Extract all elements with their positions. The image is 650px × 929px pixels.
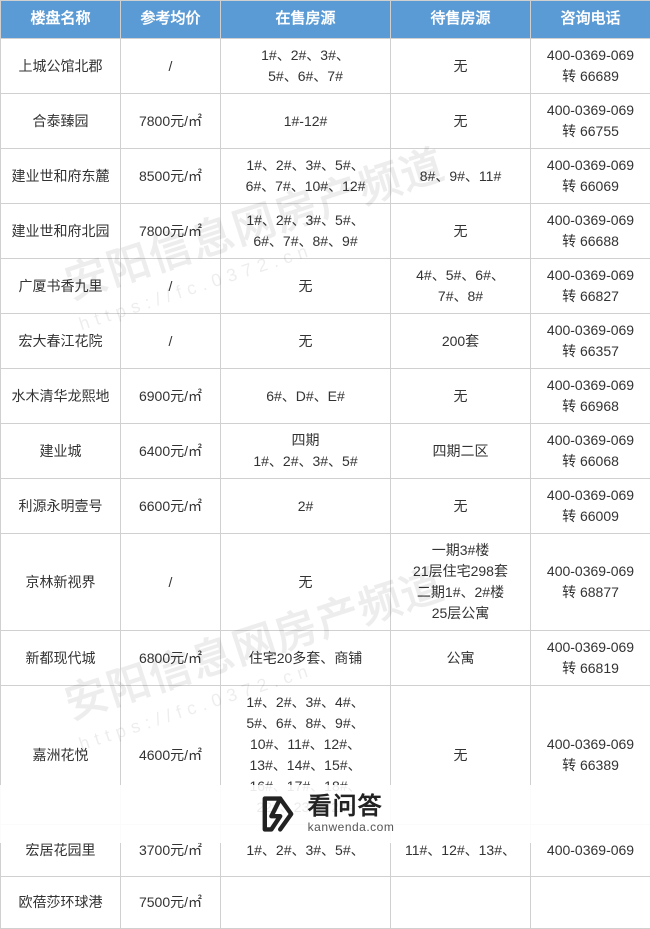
table-row: 京林新视界/无一期3#楼21层住宅298套二期1#、2#楼25层公寓400-03… xyxy=(1,534,650,631)
cell-pending: 公寓 xyxy=(391,631,531,686)
cell-price: 6400元/㎡ xyxy=(121,424,221,479)
cell-price: / xyxy=(121,314,221,369)
cell-on_sale: 住宅20多套、商铺 xyxy=(221,631,391,686)
cell-pending: 无 xyxy=(391,204,531,259)
col-header-pending: 待售房源 xyxy=(391,1,531,39)
cell-on_sale: 无 xyxy=(221,314,391,369)
cell-phone: 400-0369-069转 66827 xyxy=(531,259,650,314)
table-header-row: 楼盘名称 参考均价 在售房源 待售房源 咨询电话 xyxy=(1,1,650,39)
cell-name: 新都现代城 xyxy=(1,631,121,686)
cell-price: 7800元/㎡ xyxy=(121,204,221,259)
cell-pending: 无 xyxy=(391,39,531,94)
cell-phone: 400-0369-069转 66069 xyxy=(531,149,650,204)
cell-name: 建业世和府东麓 xyxy=(1,149,121,204)
col-header-onsale: 在售房源 xyxy=(221,1,391,39)
cell-on_sale: 1#、2#、3#、5#、6#、7# xyxy=(221,39,391,94)
table-row: 新都现代城6800元/㎡住宅20多套、商铺公寓400-0369-069转 668… xyxy=(1,631,650,686)
cell-name: 建业城 xyxy=(1,424,121,479)
cell-on_sale: 1#、2#、3#、5#、6#、7#、10#、12# xyxy=(221,149,391,204)
cell-name: 欧蓓莎环球港 xyxy=(1,877,121,929)
cell-price: / xyxy=(121,534,221,631)
cell-name: 利源永明壹号 xyxy=(1,479,121,534)
cell-on_sale: 无 xyxy=(221,534,391,631)
cell-phone: 400-0369-069转 68877 xyxy=(531,534,650,631)
footer-title: 看问答 xyxy=(308,794,383,820)
cell-name: 水木清华龙熙地 xyxy=(1,369,121,424)
cell-phone: 400-0369-069转 66689 xyxy=(531,39,650,94)
cell-phone: 400-0369-069转 66819 xyxy=(531,631,650,686)
cell-phone: 400-0369-069转 66009 xyxy=(531,479,650,534)
cell-pending: 4#、5#、6#、7#、8# xyxy=(391,259,531,314)
col-header-price: 参考均价 xyxy=(121,1,221,39)
cell-pending: 200套 xyxy=(391,314,531,369)
cell-on_sale: 无 xyxy=(221,259,391,314)
cell-phone xyxy=(531,877,650,929)
cell-name: 宏大春江花院 xyxy=(1,314,121,369)
cell-pending: 一期3#楼21层住宅298套二期1#、2#楼25层公寓 xyxy=(391,534,531,631)
cell-price: 7500元/㎡ xyxy=(121,877,221,929)
cell-phone: 400-0369-069转 66688 xyxy=(531,204,650,259)
cell-price: 8500元/㎡ xyxy=(121,149,221,204)
footer-url: kanwenda.com xyxy=(308,821,395,834)
cell-pending: 8#、9#、11# xyxy=(391,149,531,204)
cell-on_sale xyxy=(221,877,391,929)
table-row: 利源永明壹号6600元/㎡2#无400-0369-069转 66009 xyxy=(1,479,650,534)
cell-phone: 400-0369-069转 66068 xyxy=(531,424,650,479)
cell-on_sale: 6#、D#、E# xyxy=(221,369,391,424)
cell-price: 6600元/㎡ xyxy=(121,479,221,534)
cell-price: 7800元/㎡ xyxy=(121,94,221,149)
col-header-name: 楼盘名称 xyxy=(1,1,121,39)
cell-pending: 四期二区 xyxy=(391,424,531,479)
table-row: 上城公馆北郡/1#、2#、3#、5#、6#、7#无400-0369-069转 6… xyxy=(1,39,650,94)
footer-logo-icon xyxy=(256,792,300,836)
table-row: 水木清华龙熙地6900元/㎡6#、D#、E#无400-0369-069转 669… xyxy=(1,369,650,424)
cell-on_sale: 2# xyxy=(221,479,391,534)
table-row: 建业世和府东麓8500元/㎡1#、2#、3#、5#、6#、7#、10#、12#8… xyxy=(1,149,650,204)
col-header-phone: 咨询电话 xyxy=(531,1,650,39)
cell-price: 6900元/㎡ xyxy=(121,369,221,424)
cell-price: 6800元/㎡ xyxy=(121,631,221,686)
cell-on_sale: 四期1#、2#、3#、5# xyxy=(221,424,391,479)
footer-bar: 看问答 kanwenda.com xyxy=(0,785,650,843)
cell-phone: 400-0369-069转 66755 xyxy=(531,94,650,149)
cell-price: / xyxy=(121,259,221,314)
cell-phone: 400-0369-069转 66968 xyxy=(531,369,650,424)
cell-pending: 无 xyxy=(391,479,531,534)
table-row: 建业城6400元/㎡四期1#、2#、3#、5#四期二区400-0369-069转… xyxy=(1,424,650,479)
table-row: 广厦书香九里/无4#、5#、6#、7#、8#400-0369-069转 6682… xyxy=(1,259,650,314)
cell-on_sale: 1#-12# xyxy=(221,94,391,149)
cell-name: 合泰臻园 xyxy=(1,94,121,149)
cell-name: 广厦书香九里 xyxy=(1,259,121,314)
cell-pending xyxy=(391,877,531,929)
cell-price: / xyxy=(121,39,221,94)
cell-on_sale: 1#、2#、3#、5#、6#、7#、8#、9# xyxy=(221,204,391,259)
cell-name: 上城公馆北郡 xyxy=(1,39,121,94)
cell-pending: 无 xyxy=(391,369,531,424)
table-row: 宏大春江花院/无200套400-0369-069转 66357 xyxy=(1,314,650,369)
cell-phone: 400-0369-069转 66357 xyxy=(531,314,650,369)
cell-name: 建业世和府北园 xyxy=(1,204,121,259)
footer-text: 看问答 kanwenda.com xyxy=(308,794,395,834)
table-row: 建业世和府北园7800元/㎡1#、2#、3#、5#、6#、7#、8#、9#无40… xyxy=(1,204,650,259)
cell-name: 京林新视界 xyxy=(1,534,121,631)
table-row: 欧蓓莎环球港7500元/㎡ xyxy=(1,877,650,929)
cell-pending: 无 xyxy=(391,94,531,149)
table-row: 合泰臻园7800元/㎡1#-12#无400-0369-069转 66755 xyxy=(1,94,650,149)
